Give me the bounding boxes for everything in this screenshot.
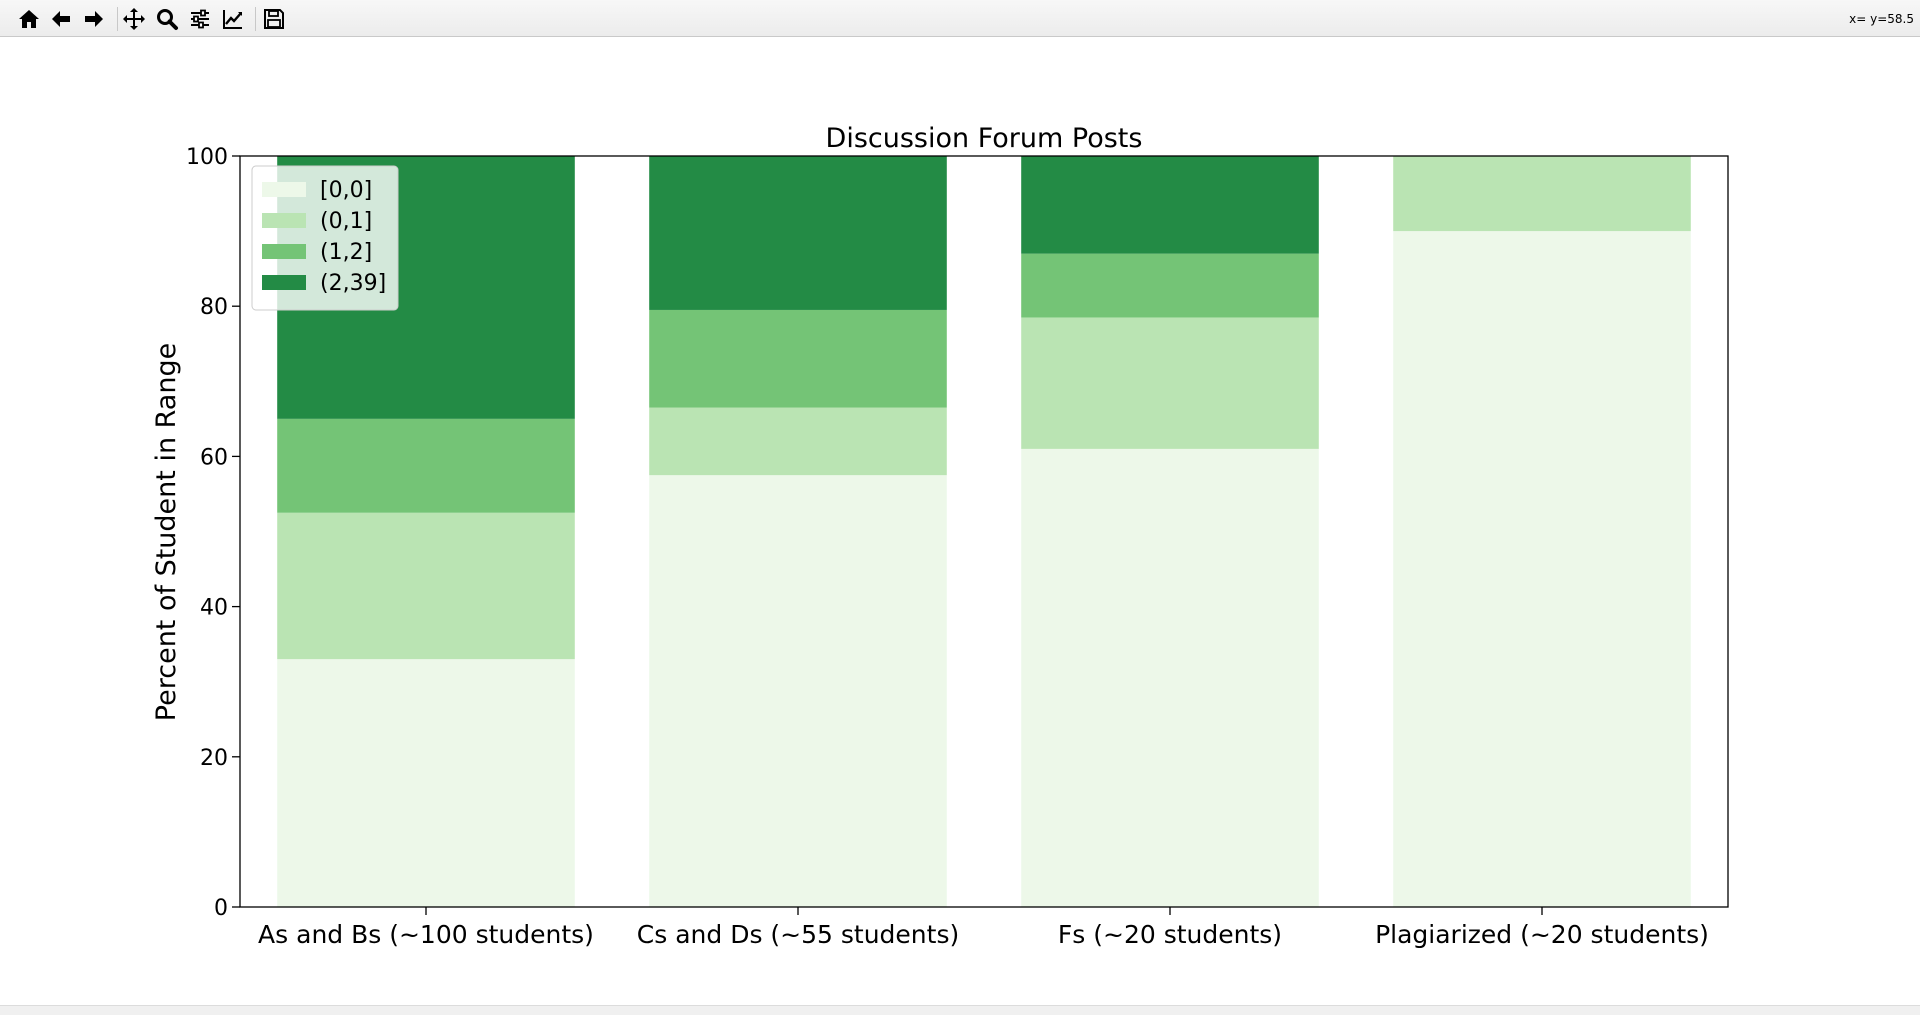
bar-segment-2-4 [649,156,947,310]
y-tick-label: 40 [200,596,228,621]
legend-swatch [262,244,306,259]
edit-axes-icon[interactable] [219,5,247,33]
bar-segment-3-2 [1021,317,1319,449]
legend-label: (2,39] [320,271,386,296]
plot-area-frame [239,155,1729,908]
bar-segment-1-2 [277,512,575,660]
zoom-magnifier-icon[interactable] [153,5,181,33]
save-figure-icon[interactable] [260,5,288,33]
legend-label: (0,1] [320,209,372,234]
toolbar-separator [117,7,118,31]
bar-segment-3-4 [1021,156,1319,254]
stacked-bar-chart: Discussion Forum Posts Percent of Studen… [151,123,1729,949]
bar-segment-1-1 [277,659,575,907]
bars-group [277,156,1691,908]
home-icon[interactable] [15,5,43,33]
legend-swatch [262,182,306,197]
x-tick-label: Fs (~20 students) [1058,920,1282,949]
cursor-coordinates-readout: x= y=58.5 [1849,12,1914,26]
bar-segment-3-1 [1021,448,1319,907]
forward-arrow-icon[interactable] [80,5,108,33]
bar-segment-2-3 [649,309,947,408]
y-tick-label: 0 [214,896,228,921]
x-tick-label: Cs and Ds (~55 students) [637,920,959,949]
bar-segment-4-1 [1393,231,1691,908]
navigation-toolbar: x= y=58.5 [0,0,1920,37]
subplots-configure-icon[interactable] [186,5,214,33]
back-arrow-icon[interactable] [47,5,75,33]
legend-label: (1,2] [320,240,372,265]
legend-label: [0,0] [320,178,372,203]
figure-canvas[interactable]: Discussion Forum Posts Percent of Studen… [0,38,1920,1005]
y-axis-label: Percent of Student in Range [151,343,182,721]
legend-box [251,165,399,311]
pan-move-icon[interactable] [120,5,148,33]
bar-segment-2-1 [649,475,947,907]
legend: [0,0] (0,1] (1,2] (2,39] [251,165,399,311]
x-tick-label: As and Bs (~100 students) [258,920,594,949]
legend-swatch [262,213,306,228]
chart-title: Discussion Forum Posts [826,123,1143,154]
x-axis-ticks: As and Bs (~100 students) Cs and Ds (~55 … [258,907,1709,949]
toolbar-separator [255,7,256,31]
bar-segment-1-3 [277,418,575,513]
y-tick-label: 100 [186,145,228,170]
bar-segment-3-3 [1021,253,1319,318]
y-tick-label: 20 [200,746,228,771]
bar-segment-4-2 [1393,156,1691,232]
y-tick-label: 80 [200,295,228,320]
bar-segment-2-2 [649,407,947,476]
y-tick-label: 60 [200,445,228,470]
x-tick-label: Plagiarized (~20 students) [1375,920,1709,949]
legend-swatch [262,275,306,290]
window-bottom-edge [0,1005,1920,1015]
y-axis-ticks: 0 20 40 60 80 100 [186,145,240,921]
